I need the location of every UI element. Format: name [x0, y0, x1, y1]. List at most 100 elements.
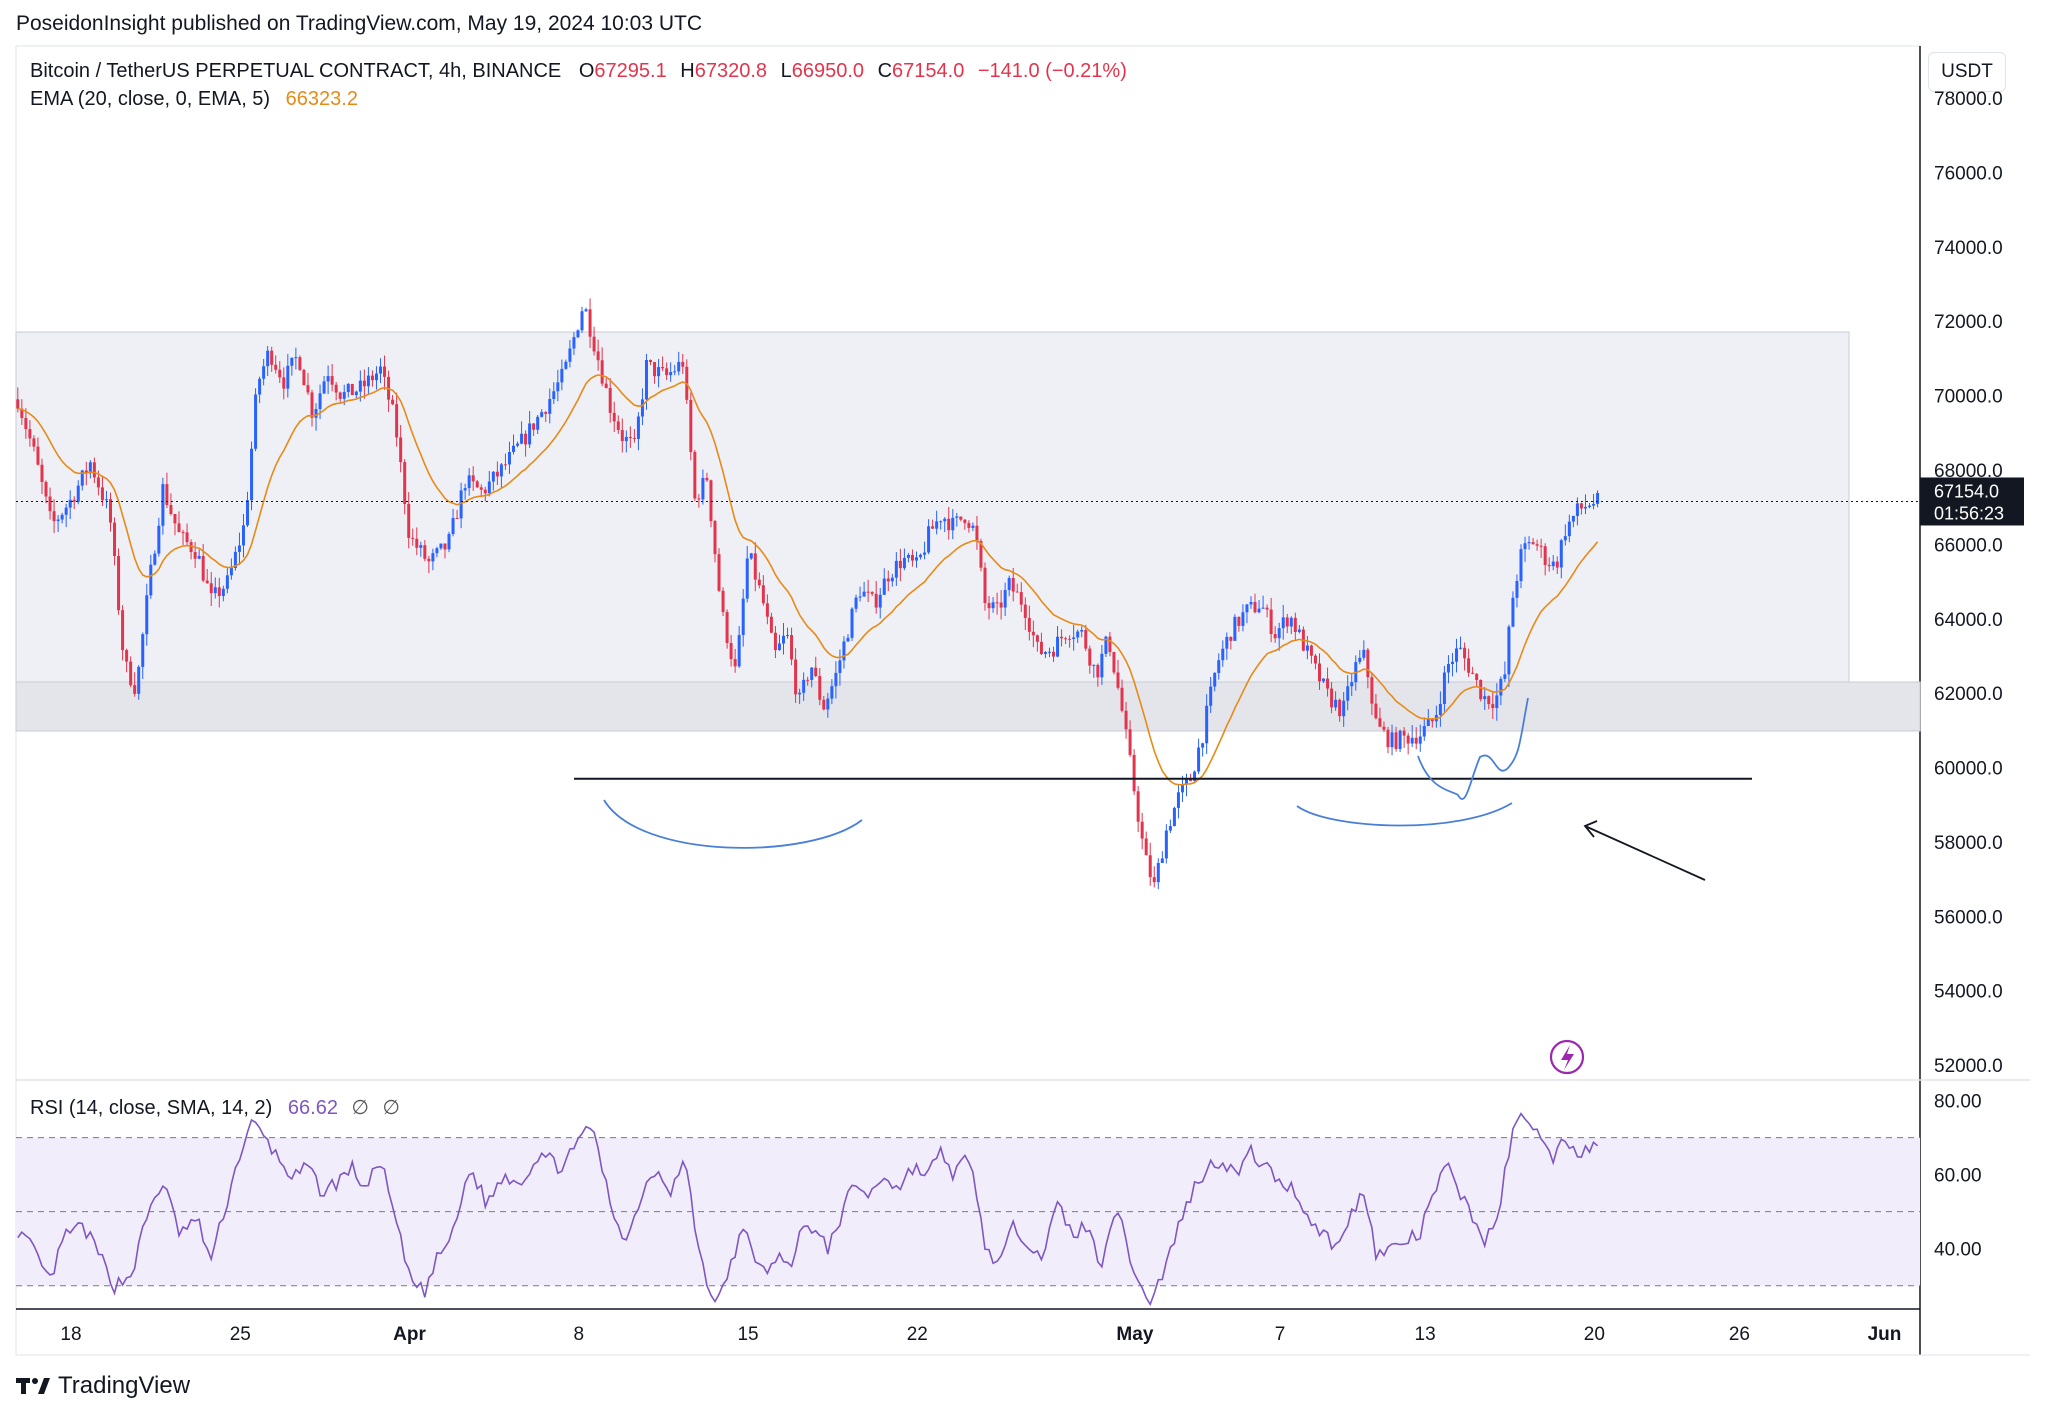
candle-body: [100, 487, 104, 501]
candle-body: [632, 438, 636, 440]
symbol-title[interactable]: Bitcoin / TetherUS PERPETUAL CONTRACT, 4…: [30, 60, 562, 82]
candle-body: [568, 348, 572, 362]
candle-body: [314, 409, 318, 418]
high-value: 67320.8: [694, 60, 768, 82]
candle-body: [592, 336, 596, 352]
candle-body: [540, 412, 544, 417]
candle-body: [185, 532, 189, 543]
candle-body: [1442, 672, 1446, 704]
candle-body: [705, 477, 709, 481]
rsi-axis[interactable]: 80.00 60.00 40.00: [1934, 1092, 1982, 1261]
candle-body: [1168, 826, 1172, 831]
candle-body: [1559, 540, 1563, 568]
candle-body: [810, 667, 814, 680]
candle-body: [1056, 636, 1060, 657]
candle-body: [733, 659, 737, 667]
brand-logo[interactable]: TradingView: [16, 1372, 190, 1400]
lightning-icon[interactable]: [1549, 1039, 1585, 1075]
candle-body: [1515, 581, 1519, 598]
candle-body: [455, 518, 459, 520]
candle-body: [902, 557, 906, 569]
support-zone[interactable]: [15, 681, 1921, 732]
publisher-line: PoseidonInsight published on TradingView…: [16, 12, 702, 36]
price-tick-label: 74000.0: [1934, 238, 2003, 259]
candle-body: [1217, 660, 1221, 673]
candle-body: [104, 499, 108, 501]
candle-body: [1446, 664, 1450, 673]
time-tick-label: 26: [1729, 1324, 1750, 1345]
candle-body: [1245, 604, 1249, 613]
candle-body: [1495, 695, 1499, 709]
candle-body: [842, 641, 846, 661]
candle-body: [1064, 638, 1068, 640]
candle-body: [362, 380, 366, 387]
time-axis[interactable]: 18 25 Apr 8 15 22 May 7 13 20 26 Jun: [60, 1324, 1901, 1345]
candle-body: [616, 421, 620, 431]
rsi-label[interactable]: RSI (14, close, SMA, 14, 2): [30, 1097, 273, 1119]
candle-body: [383, 366, 387, 377]
candle-body: [499, 464, 503, 477]
candle-body: [423, 545, 427, 559]
candle-body: [576, 330, 580, 338]
low-value: 66950.0: [791, 60, 864, 82]
candle-body: [395, 404, 399, 438]
candle-body: [1414, 737, 1418, 744]
left-base-curve-drawing[interactable]: [603, 799, 863, 849]
time-tick-label: 25: [230, 1324, 251, 1345]
candle-body: [947, 518, 951, 531]
candle-body: [624, 436, 628, 442]
time-tick-label: 7: [1275, 1324, 1286, 1345]
candle-body: [1144, 838, 1148, 856]
candle-body: [1503, 674, 1507, 679]
candle-body: [487, 481, 491, 494]
price-tick-label: 68000.0: [1934, 461, 2003, 482]
candle-body: [217, 587, 221, 597]
candle-body: [890, 577, 894, 582]
candle-body: [898, 560, 902, 569]
candle-body: [435, 548, 439, 554]
candle-body: [16, 399, 20, 409]
candle-body: [1148, 855, 1152, 878]
candle-body: [1326, 678, 1330, 689]
candle-body: [350, 383, 354, 396]
candle-body: [1221, 648, 1225, 661]
candle-body: [258, 378, 262, 395]
candle-body: [495, 471, 499, 477]
candle-body: [1438, 703, 1442, 716]
candle-body: [471, 475, 475, 482]
candle-body: [278, 369, 282, 378]
candle-body: [709, 480, 713, 522]
candle-body: [725, 612, 729, 643]
candle-body: [370, 375, 374, 381]
candle-body: [1487, 696, 1491, 705]
candle-body: [254, 394, 258, 449]
currency-button[interactable]: USDT: [1928, 52, 2006, 92]
price-axis[interactable]: 78000.0 76000.0 74000.0 72000.0 70000.0 68000…: [1934, 89, 2003, 1077]
candle-body: [753, 553, 757, 580]
ema-label[interactable]: EMA (20, close, 0, EMA, 5): [30, 88, 271, 110]
candle-body: [1459, 647, 1463, 649]
candle-body: [233, 551, 237, 569]
candle-body: [1467, 658, 1471, 673]
wave-curve-drawing[interactable]: [1417, 697, 1529, 800]
candle-body: [560, 368, 564, 383]
candle-body: [1019, 592, 1023, 605]
candle-body: [1346, 686, 1350, 701]
candles: [16, 298, 1600, 890]
candle-body: [1583, 507, 1587, 509]
candle-body: [971, 525, 975, 528]
currency-label: USDT: [1941, 61, 1993, 82]
arrow-head: [1583, 820, 1598, 838]
arrow-drawing[interactable]: [1584, 825, 1706, 881]
right-base-curve-drawing[interactable]: [1296, 802, 1513, 827]
candle-body: [1003, 590, 1007, 608]
candle-body: [741, 598, 745, 636]
candle-body: [241, 525, 245, 546]
candle-body: [975, 525, 979, 542]
time-tick-label: 15: [737, 1324, 758, 1345]
candle-body: [173, 513, 177, 524]
candle-body: [536, 416, 540, 430]
close-label: C: [877, 60, 893, 82]
time-tick-label: 8: [573, 1324, 584, 1345]
